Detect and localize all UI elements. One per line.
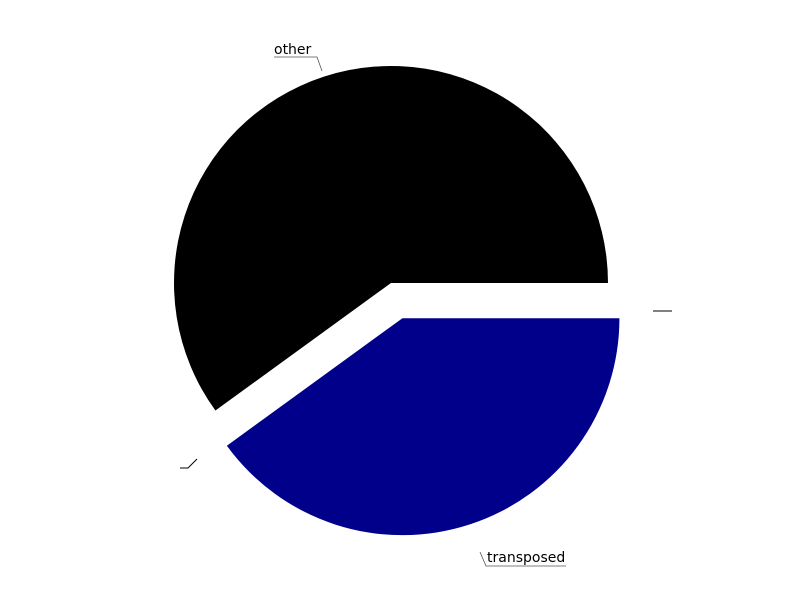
leader-line-other: [274, 56, 323, 72]
pie-slice-transposed: [226, 318, 620, 536]
pie-slice-other: [174, 66, 608, 411]
labels-layer: other transposed: [274, 42, 566, 567]
pie-slice-stub-3: [180, 458, 198, 469]
stubs-layer: [180, 310, 672, 469]
leader-line-transposed: [479, 551, 566, 567]
slices-layer: [174, 66, 620, 536]
slice-label-other: other: [274, 42, 312, 58]
slice-label-transposed: transposed: [487, 550, 565, 566]
